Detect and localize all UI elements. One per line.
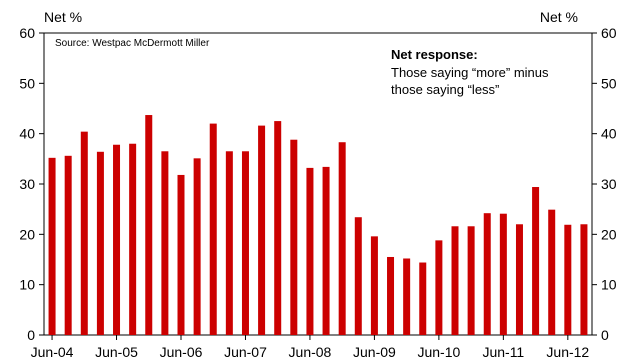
x-tick-label: Jun-09	[353, 344, 396, 360]
bar	[64, 155, 72, 335]
bar	[209, 123, 217, 335]
bar	[532, 187, 540, 335]
bar	[370, 236, 378, 335]
right-axis-unit-label: Net %	[540, 9, 578, 25]
bar	[306, 167, 314, 335]
bar	[80, 131, 88, 335]
bar	[161, 151, 169, 335]
x-tick-label: Jun-11	[482, 344, 524, 360]
bar	[96, 151, 104, 335]
left-axis-unit-label: Net %	[44, 9, 82, 25]
bar	[403, 258, 411, 335]
bar	[113, 144, 121, 335]
x-tick-label: Jun-08	[289, 344, 332, 360]
left-tick-label: 40	[19, 126, 35, 142]
bar	[338, 142, 346, 335]
bar	[48, 157, 56, 335]
bar	[580, 224, 588, 335]
left-tick-label: 50	[19, 75, 35, 91]
bar	[451, 226, 459, 335]
bar	[258, 125, 266, 335]
bar	[515, 224, 523, 335]
bars-group	[48, 115, 588, 335]
x-axis-ticks: Jun-04 Jun-05 Jun-06 Jun-07 Jun-08 Jun-09 Jun-…	[31, 335, 589, 360]
right-tick-label: 20	[601, 226, 617, 242]
x-tick-label: Jun-07	[224, 344, 267, 360]
bar	[225, 151, 233, 335]
left-tick-label: 30	[19, 176, 35, 192]
bar	[145, 115, 153, 335]
right-tick-label: 0	[601, 327, 609, 343]
x-tick-label: Jun-12	[546, 344, 589, 360]
x-tick-label: Jun-10	[417, 344, 460, 360]
net-response-line-1: Those saying “more” minus	[391, 65, 549, 80]
bar	[274, 121, 282, 335]
bar	[193, 158, 201, 335]
net-response-line-2: those saying “less”	[391, 82, 499, 97]
right-tick-label: 50	[601, 75, 617, 91]
bar	[499, 213, 507, 335]
bar	[129, 143, 137, 335]
left-tick-label: 0	[27, 327, 35, 343]
bar	[467, 226, 475, 335]
bar	[564, 224, 572, 335]
left-tick-label: 20	[19, 226, 35, 242]
right-axis-ticks: 0 10 20 30 40 50 60	[592, 25, 617, 343]
bar	[387, 256, 395, 335]
left-tick-label: 60	[19, 25, 35, 41]
x-tick-label: Jun-06	[160, 344, 203, 360]
bar	[548, 209, 556, 335]
left-axis-ticks: 0 10 20 30 40 50 60	[19, 25, 44, 343]
source-note: Source: Westpac McDermott Miller	[55, 38, 210, 49]
bar	[241, 151, 249, 335]
right-tick-label: 40	[601, 126, 617, 142]
bar	[419, 262, 427, 335]
bar	[435, 240, 443, 335]
bar	[354, 217, 362, 335]
bar	[483, 213, 491, 335]
bar	[177, 174, 185, 335]
left-tick-label: 10	[19, 277, 35, 293]
bar	[290, 139, 298, 335]
right-tick-label: 10	[601, 277, 617, 293]
net-response-title: Net response:	[391, 47, 478, 62]
bar	[322, 166, 330, 335]
x-tick-label: Jun-05	[95, 344, 138, 360]
x-tick-label: Jun-04	[31, 344, 74, 360]
right-tick-label: 60	[601, 25, 617, 41]
right-tick-label: 30	[601, 176, 617, 192]
